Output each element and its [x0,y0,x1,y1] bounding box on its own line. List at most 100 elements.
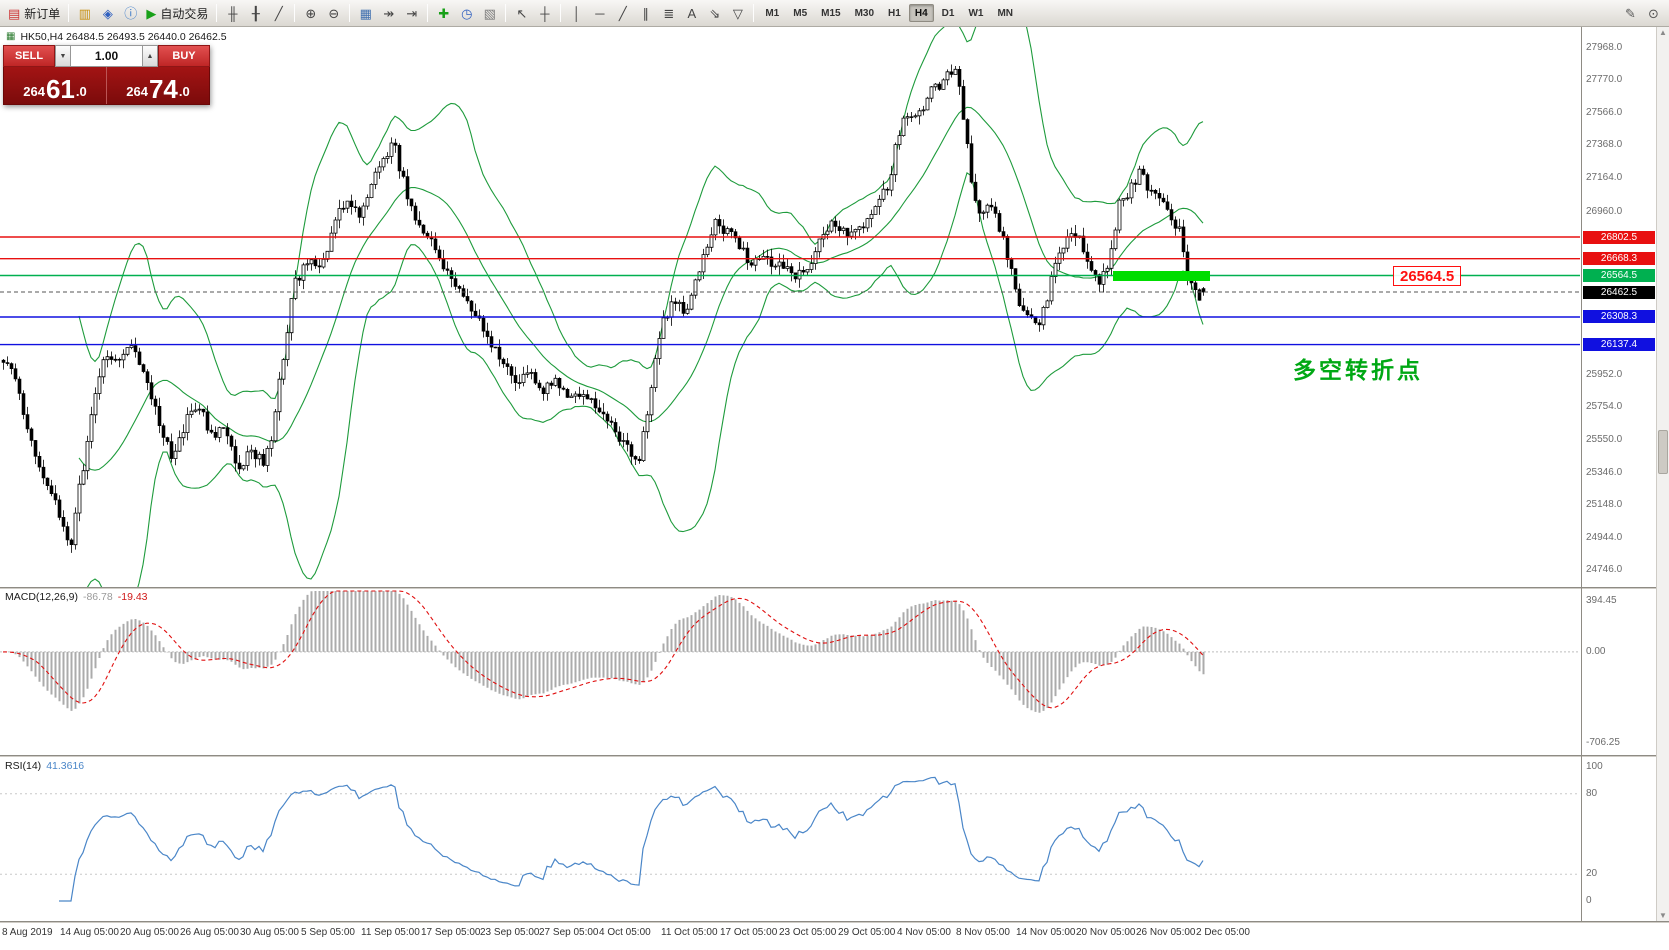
main-price-chart[interactable] [0,27,1580,587]
trendline-button[interactable]: ╱ [611,3,634,24]
bar-chart-button[interactable]: ╫ [221,3,244,24]
fibonacci-button[interactable]: ≣ [657,3,680,24]
scrollbar-down-icon[interactable]: ▼ [1659,911,1667,920]
panel-splitter[interactable] [0,755,1669,757]
indicators-button[interactable]: ✚ [432,3,455,24]
timeframe-w1-button[interactable]: W1 [968,7,984,19]
time-axis-label: 11 Sep 05:00 [361,927,420,938]
time-axis-label: 8 Nov 05:00 [956,927,1010,938]
rsi-axis-label: 20 [1586,868,1598,879]
time-axis-label: 29 Oct 05:00 [838,927,896,938]
toolbar-separator [560,4,562,22]
trade-prices-row: 264 61.0 264 74.0 [3,67,210,105]
auto-scroll-button[interactable]: ↠ [377,3,400,24]
chart-shift-button[interactable]: ⇥ [400,3,423,24]
text-button[interactable]: A [680,3,703,24]
timeframe-m15-button[interactable]: M15 [821,7,841,19]
new-order-button[interactable]: ▤ 新订单 [4,3,64,24]
chart-tab-icon: ▦ [6,31,16,42]
rsi-panel-chart[interactable] [0,757,1580,921]
toolbar-separator [216,4,218,22]
templates-button[interactable]: ▧ [478,3,501,24]
time-axis-label: 8 Aug 2019 [2,927,53,938]
time-axis-label: 30 Aug 05:00 [240,927,299,938]
time-axis-label: 14 Nov 05:00 [1016,927,1076,938]
navigator-button[interactable]: ◈ [96,3,119,24]
autotrading-button-label: 自动交易 [160,6,209,21]
price-axis-label: 24746.0 [1586,564,1623,575]
time-axis-label: 23 Oct 05:00 [779,927,837,938]
zoom-in-icon: ⊕ [305,5,317,21]
navigator-icon: ◈ [102,5,113,21]
search-button[interactable]: ⊙ [1642,3,1665,24]
price-level-tag: 26668.3 [1583,252,1655,265]
crosshair-button[interactable]: ┼ [533,3,556,24]
time-axis-label: 26 Nov 05:00 [1136,927,1196,938]
volume-increase-button[interactable]: ▲ [142,45,158,67]
buy-price-big: 74 [148,73,178,104]
rsi-title: RSI(14) 41.3616 [5,760,84,772]
line-chart-button[interactable]: ╱ [267,3,290,24]
panel-splitter[interactable] [0,921,1669,923]
horizontal-line-button[interactable]: ─ [588,3,611,24]
arrows-button[interactable]: ⇘ [703,3,726,24]
market-watch-button[interactable]: ▥ [73,3,96,24]
panel-splitter[interactable] [0,587,1669,589]
tile-windows-button[interactable]: ▦ [354,3,377,24]
search-icon: ⊙ [1648,5,1659,21]
buy-price-suffix: .0 [178,84,190,100]
scrollbar-thumb[interactable] [1658,430,1668,474]
buy-price-display[interactable]: 264 74.0 [106,67,209,104]
horizontal-line-icon: ─ [595,5,605,21]
timeframe-m30-button[interactable]: M30 [854,7,875,19]
timeframe-m1-button[interactable]: M1 [765,7,780,19]
buy-price-prefix: 264 [126,84,148,100]
cursor-button[interactable]: ↖ [510,3,533,24]
periods-button[interactable]: ◷ [455,3,478,24]
sell-button[interactable]: SELL [3,45,55,67]
terminal-button[interactable]: ⓘ [119,3,142,24]
vertical-scrollbar[interactable]: ▲ ▼ [1656,27,1669,921]
play-icon: ▶ [146,5,157,21]
line-chart-icon: ╱ [274,5,283,21]
toolbar-separator [427,4,429,22]
sell-price-suffix: .0 [75,84,87,100]
market-watch-icon: ▥ [78,5,91,21]
scrollbar-up-icon[interactable]: ▲ [1659,28,1667,37]
shapes-button[interactable]: ▽ [726,3,749,24]
zoom-out-button[interactable]: ⊖ [322,3,345,24]
volume-input[interactable] [71,45,142,67]
price-axis-label: 27770.0 [1586,74,1623,85]
price-axis-label: 26960.0 [1586,206,1623,217]
new-order-icon: ▤ [8,5,21,21]
timeframe-mn-button[interactable]: MN [997,7,1013,19]
price-axis-label: 27164.0 [1586,172,1623,183]
timeframe-d1-button[interactable]: D1 [941,7,955,19]
price-axis-label: 25550.0 [1586,434,1623,445]
time-axis-label: 17 Sep 05:00 [421,927,481,938]
price-axis-label: 25346.0 [1586,467,1623,478]
highlight-zone-rect[interactable] [1113,271,1210,281]
timeframe-h1-button[interactable]: H1 [888,7,901,19]
macd-axis-label: 394.45 [1586,595,1617,606]
sell-price-display[interactable]: 264 61.0 [4,67,106,104]
chevron-up-icon: ▲ [146,52,154,60]
edit-chart-button[interactable]: ✎ [1619,3,1642,24]
buy-button[interactable]: BUY [158,45,210,67]
timeframe-m5-button[interactable]: M5 [793,7,808,19]
vertical-line-button[interactable]: │ [565,3,588,24]
price-callout-label[interactable]: 26564.5 [1393,266,1462,286]
timeframe-h4-button[interactable]: H4 [908,4,934,22]
price-axis-separator [1581,27,1582,921]
turning-point-annotation[interactable]: 多空转折点 [1293,357,1423,383]
volume-decrease-button[interactable]: ▼ [55,45,71,67]
chevron-down-icon: ▼ [59,52,67,60]
candlestick-chart-button[interactable]: ╂ [244,3,267,24]
channel-button[interactable]: ∥ [634,3,657,24]
price-level-tag: 26462.5 [1583,286,1655,299]
sell-price-big: 61 [45,73,75,104]
macd-panel-chart[interactable] [0,589,1580,755]
new-order-button-label: 新订单 [24,6,61,21]
autotrading-button[interactable]: ▶ 自动交易 [142,3,212,24]
zoom-in-button[interactable]: ⊕ [299,3,322,24]
